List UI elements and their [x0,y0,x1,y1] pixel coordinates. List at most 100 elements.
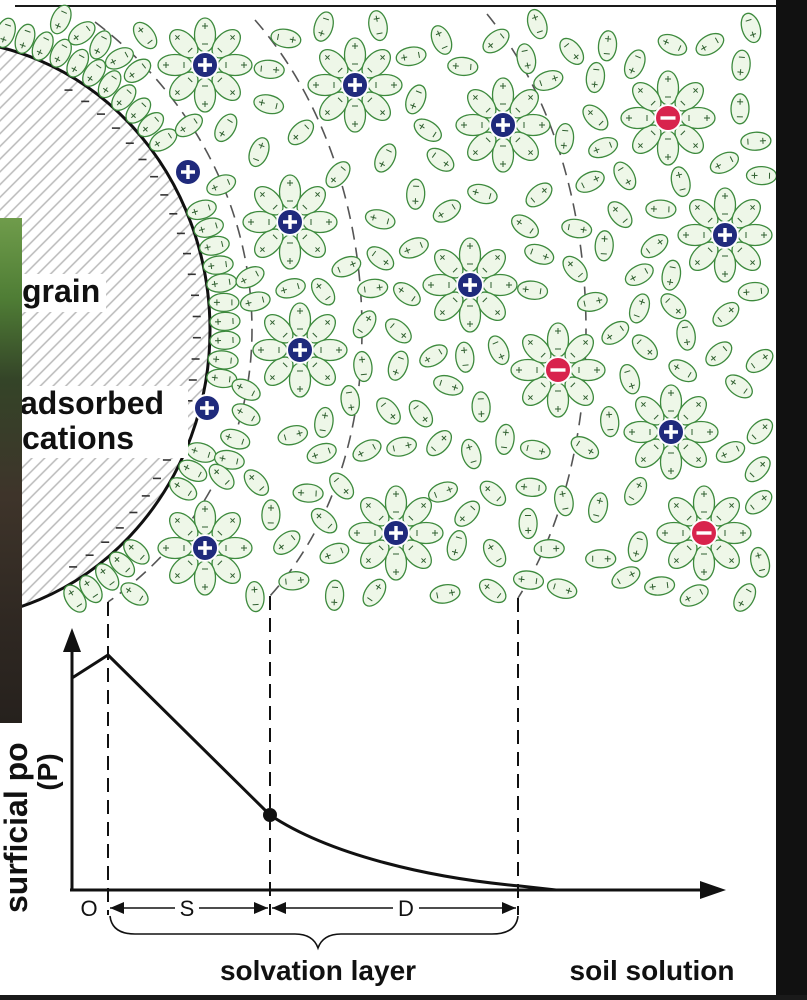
water-dipole-marks [755,552,766,572]
water-molecule [419,344,448,368]
water-dipole-marks [472,94,491,113]
water-molecule [306,442,337,464]
water-dipole-marks [736,98,744,118]
water-molecule [454,500,481,527]
water-dipole-marks [617,167,632,185]
water-molecule-body [599,405,620,438]
water-dipole-marks [68,589,83,608]
hydrated-cation [193,394,221,422]
water-dipole-marks [249,474,265,491]
water-dipole-marks [555,328,561,350]
hydration-water-molecule [570,358,606,382]
water-molecule [446,530,467,561]
water-molecule [408,399,434,428]
water-molecule [426,147,455,172]
water-dipole-marks [439,379,458,391]
water-dipole-marks [466,444,477,464]
water-molecule-body [340,384,361,417]
water-molecule [0,17,16,48]
water-molecule [243,469,270,496]
water-molecule-body [676,319,696,351]
hydration-water-molecule [522,376,552,406]
water-molecule-body [406,178,426,210]
plus-sign-icon [389,526,403,540]
water-dipole-marks [694,204,713,223]
water-molecule-body [49,38,72,68]
water-dipole-marks [324,54,343,73]
water-molecule [261,499,281,531]
d-label-bg [393,895,419,921]
water-molecule-body [661,259,682,291]
water-dipole-marks [128,544,145,560]
water-molecule-body [270,28,302,49]
water-dipole-marks [367,54,386,73]
water-dipole-marks [530,187,547,203]
water-molecule [120,582,149,606]
water-dipole-marks [747,137,766,145]
water-dipole-marks [413,405,428,422]
water-molecule [374,143,397,173]
water-dipole-marks [737,56,745,76]
water-molecule-body [517,280,549,300]
layer-dimension-row: O S D [80,895,516,921]
hydrated-cation [252,302,348,398]
water-molecule-body [432,199,462,223]
water-molecule [533,539,565,559]
hydrated-anion [510,322,606,418]
water-molecule [49,38,72,68]
water-molecule [455,341,475,373]
hydration-water-molecule [157,53,193,77]
water-dipole-marks [367,97,386,116]
water-dipole-marks [213,356,232,364]
water-molecule [89,30,112,60]
potential-plot: surficial po (P) O S D solvation layer s… [0,596,734,986]
water-dipole-marks [87,64,102,82]
water-molecule-body [123,58,152,84]
water-molecule [329,472,355,500]
water-dipole-marks [606,325,624,340]
water-dipole-marks [461,122,483,128]
water-molecule-body [413,118,442,142]
water-molecule [745,165,778,186]
water-molecule [364,209,396,230]
hydration-water-molecule [402,539,432,569]
water-molecule [628,293,651,324]
hydration-water-molecule [510,358,546,382]
water-dipole-marks [217,77,236,96]
water-dipole-marks [737,247,756,266]
water-molecule [231,378,261,401]
water-dipole-marks [439,254,458,273]
water-dipole-marks [431,152,449,167]
water-molecule-body [292,483,324,503]
water-dipole-marks [524,514,532,534]
water-molecule-body [95,563,120,591]
water-dipole-marks [616,571,635,585]
water-molecule-body [447,56,479,77]
water-dipole-marks [668,390,674,412]
adsorbed-cations-label-bg [20,386,188,458]
hydrated-cation [422,237,518,333]
water-dipole-marks [526,444,546,455]
s-arrow-right [254,902,268,914]
water-dipole-marks [640,444,659,463]
water-molecule-body [213,449,245,470]
water-dipole-marks [691,429,713,435]
water-dipole-marks [576,440,594,455]
water-molecule [366,246,395,271]
s-label: S [180,896,195,921]
water-molecule [66,48,90,78]
water-dipole-marks [419,123,437,138]
water-dipole-marks [633,537,643,557]
water-dipole-marks [592,555,611,562]
water-dipole-marks [408,545,427,564]
water-molecule-body [715,440,746,464]
y-axis-label-line1: surficial po [0,742,34,913]
water-dipole-marks [710,346,728,361]
d-arrow-left [272,902,286,914]
water-dipole-marks [312,362,331,381]
water-dipole-marks [745,18,757,38]
water-molecule [186,199,217,221]
water-molecule-body [357,278,389,299]
water-molecule [270,28,302,49]
water-dipole-marks [0,23,12,43]
